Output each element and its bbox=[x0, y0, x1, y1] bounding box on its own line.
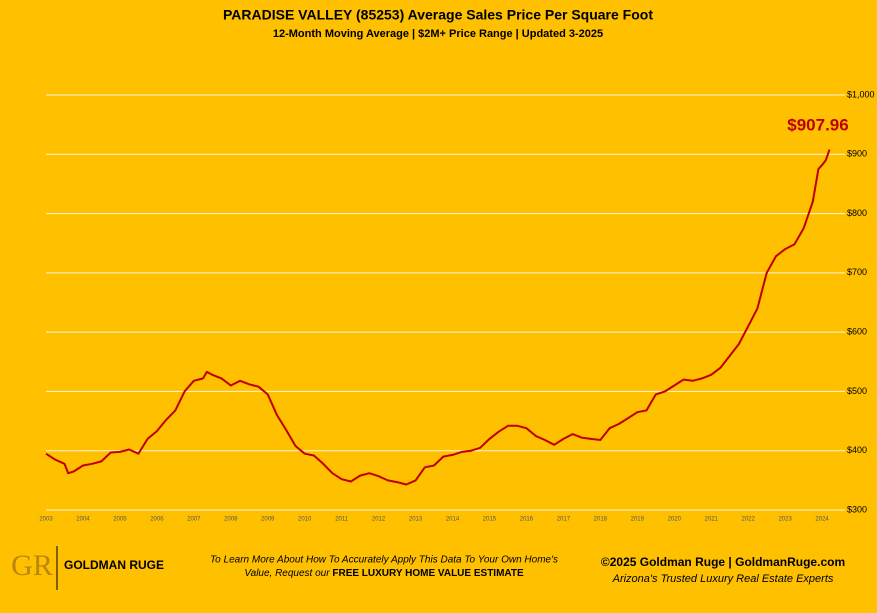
x-tick-label: 2018 bbox=[594, 517, 608, 523]
x-tick-label: 2009 bbox=[261, 517, 275, 523]
x-tick-label: 2024 bbox=[815, 517, 829, 523]
logo-mark: GR bbox=[11, 549, 53, 582]
x-tick-label: 2011 bbox=[335, 517, 349, 523]
x-tick-label: 2008 bbox=[224, 517, 238, 523]
x-tick-label: 2021 bbox=[705, 517, 719, 523]
annotation: $907.96 bbox=[787, 115, 848, 134]
x-tick-label: 2010 bbox=[298, 517, 312, 523]
y-tick-label: $600 bbox=[847, 327, 867, 337]
x-tick-label: 2023 bbox=[778, 517, 792, 523]
chart-subtitle: 12-Month Moving Average | $2M+ Price Ran… bbox=[273, 28, 603, 40]
y-tick-label: $500 bbox=[847, 386, 867, 396]
x-tick-label: 2015 bbox=[483, 517, 497, 523]
copyright: ©2025 Goldman Ruge | GoldmanRuge.com bbox=[601, 555, 845, 569]
y-tick-label: $700 bbox=[847, 267, 867, 277]
cta-link: FREE LUXURY HOME VALUE ESTIMATE bbox=[332, 568, 524, 579]
x-tick-label: 2006 bbox=[150, 517, 164, 523]
y-tick-label: $1,000 bbox=[847, 89, 875, 99]
x-tick-label: 2019 bbox=[631, 517, 645, 523]
y-tick-label: $400 bbox=[847, 445, 867, 455]
x-tick-label: 2022 bbox=[741, 517, 755, 523]
cta-text: Value, Request our bbox=[244, 568, 332, 579]
cta-line: To Learn More About How To Accurately Ap… bbox=[210, 555, 558, 566]
y-tick-label: $300 bbox=[847, 504, 867, 514]
x-tick-label: 2003 bbox=[39, 517, 53, 523]
x-tick-label: 2005 bbox=[113, 517, 127, 523]
line bbox=[45, 149, 831, 486]
logo: GR GOLDMAN RUGE bbox=[11, 546, 164, 590]
y-tick-label: $900 bbox=[847, 149, 867, 159]
tagline: Arizona's Trusted Luxury Real Estate Exp… bbox=[612, 573, 834, 585]
chart-title: PARADISE VALLEY (85253) Average Sales Pr… bbox=[223, 7, 653, 23]
x-tick-label: 2020 bbox=[668, 517, 682, 523]
x-tick-label: 2012 bbox=[372, 517, 386, 523]
x-tick-label: 2007 bbox=[187, 517, 201, 523]
logo-text: GOLDMAN RUGE bbox=[64, 558, 164, 572]
cta-line: Value, Request our FREE LUXURY HOME VALU… bbox=[244, 568, 524, 579]
x-tick-label: 2016 bbox=[520, 517, 534, 523]
x-tick-label: 2014 bbox=[446, 517, 460, 523]
x-tick-label: 2013 bbox=[409, 517, 423, 523]
x-tick-label: 2017 bbox=[557, 517, 571, 523]
x-tick-label: 2004 bbox=[76, 517, 90, 523]
y-tick-label: $800 bbox=[847, 208, 867, 218]
